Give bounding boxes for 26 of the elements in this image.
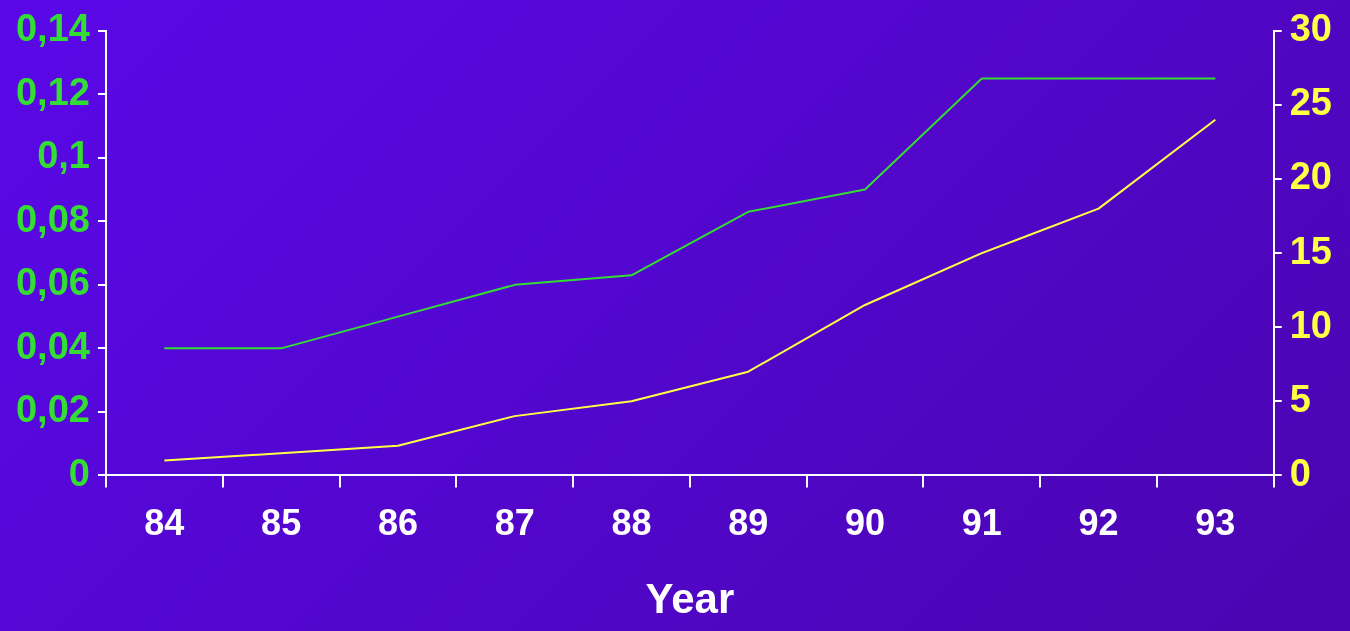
y2-tick-label: 5 (1289, 377, 1311, 420)
y2-tick-label: 25 (1289, 81, 1333, 124)
x-tick-label: 85 (261, 501, 302, 543)
x-tick-label: 92 (1078, 501, 1119, 543)
x-tick-label: 86 (377, 501, 418, 543)
y-tick-label: 0,08 (15, 197, 90, 240)
x-tick-label: 93 (1195, 501, 1236, 543)
x-tick-label: 91 (961, 501, 1002, 543)
y-tick-label: 0,04 (15, 324, 90, 367)
y-tick-label: 0,14 (15, 7, 90, 50)
y2-tick-label: 30 (1289, 7, 1333, 50)
x-tick-label: 89 (728, 501, 769, 543)
x-tick-label: 84 (144, 501, 185, 543)
x-tick-label: 88 (611, 501, 652, 543)
y-tick-label: 0,02 (15, 388, 90, 431)
y-tick-label: 0,12 (15, 70, 90, 113)
x-tick-label: 87 (494, 501, 535, 543)
y-tick-label: 0,1 (37, 134, 90, 177)
y-tick-label: 0 (68, 451, 90, 494)
y2-tick-label: 15 (1289, 229, 1333, 272)
y2-tick-label: 0 (1289, 451, 1311, 494)
y2-tick-label: 20 (1289, 155, 1333, 198)
x-tick-label: 90 (844, 501, 886, 543)
y2-tick-label: 10 (1289, 303, 1333, 346)
x-axis-title: Year (645, 575, 735, 623)
y-tick-label: 0,06 (15, 261, 90, 304)
